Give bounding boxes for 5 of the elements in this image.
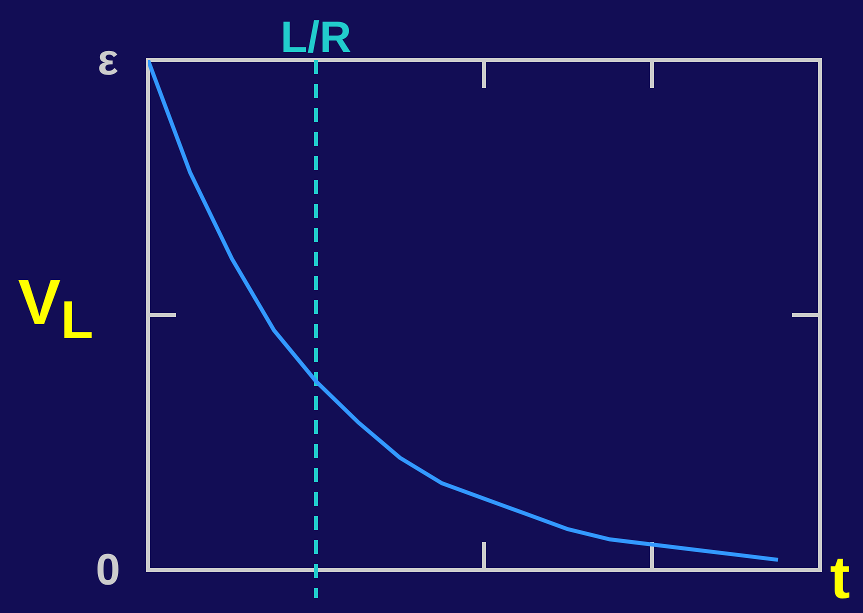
text: 0 — [96, 546, 120, 594]
text: ε — [98, 36, 119, 84]
y-axis-title: V$_{L}$ — [18, 266, 94, 350]
annotation: L/R — [280, 13, 352, 62]
x-axis-title: t — [830, 544, 850, 611]
